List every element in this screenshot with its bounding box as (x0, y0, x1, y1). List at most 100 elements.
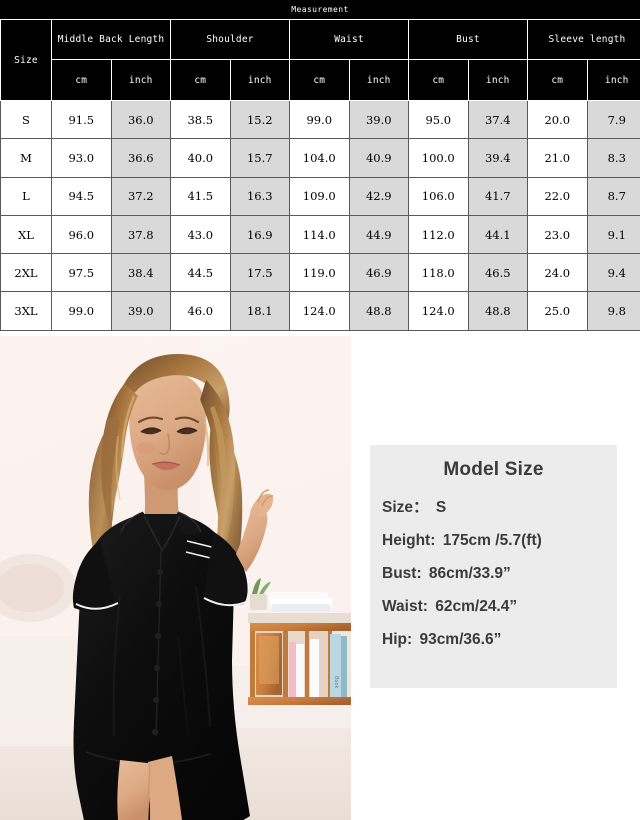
cell-inch: 40.9 (348, 138, 409, 178)
cell-cm: 43.0 (170, 214, 231, 255)
bookshelf: Book (248, 578, 351, 705)
cell-inch: 16.3 (229, 176, 290, 216)
unit-header-cm-3: cm (408, 59, 469, 101)
table-row: S 91.5 36.0 38.5 15.2 99.0 39.0 95.0 37.4 20.0 7.9 (0, 99, 640, 140)
cell-cm: 21.0 (527, 138, 588, 178)
cell-cm: 96.0 (51, 214, 112, 255)
table-row: 2XL 97.5 38.4 44.5 17.5 119.0 46.9 118.0 46.5 24.… (0, 253, 640, 293)
cell-cm: 44.5 (170, 253, 231, 293)
cell-inch: 8.7 (586, 176, 640, 216)
cell-cm: 20.0 (527, 99, 588, 140)
column-header-group-0: Middle Back Length (51, 19, 171, 60)
model-figure (72, 354, 274, 820)
model-size-value: 175cm /5.7(ft) (438, 532, 542, 549)
model-size-value: 62cm/24.4” (430, 598, 518, 615)
cell-inch: 36.6 (110, 138, 171, 178)
model-size-panel: Model Size Size： S Height: 175cm /5.7(ft)… (370, 445, 617, 688)
cell-size: 3XL (0, 291, 52, 331)
model-size-label: Size： (382, 499, 429, 516)
table-row: 3XL 99.0 39.0 46.0 18.1 124.0 48.8 124.0 48.8 25.… (0, 291, 640, 331)
column-header-group-4: Sleeve length (527, 19, 640, 60)
cell-inch: 37.2 (110, 176, 171, 216)
model-size-value: 93cm/36.6” (415, 631, 502, 648)
table-body: S 91.5 36.0 38.5 15.2 99.0 39.0 95.0 37.4 20.0 7.9… (0, 99, 640, 331)
model-size-title: Model Size (443, 459, 544, 480)
cell-inch: 48.8 (348, 291, 409, 331)
model-size-row: Height: 175cm /5.7(ft) (382, 532, 617, 550)
cell-cm: 91.5 (51, 99, 112, 140)
cell-inch: 15.7 (229, 138, 290, 178)
cell-size: 2XL (0, 253, 52, 293)
cell-cm: 94.5 (51, 176, 112, 216)
cell-inch: 44.1 (467, 214, 528, 255)
cell-cm: 38.5 (170, 99, 231, 140)
cell-cm: 99.0 (51, 291, 112, 331)
model-size-row: Size： S (382, 495, 617, 517)
column-header-group-3: Bust (408, 19, 528, 60)
column-header-group-1: Shoulder (170, 19, 290, 60)
model-size-label: Hip: (382, 631, 413, 648)
cell-size: XL (0, 214, 52, 255)
cell-cm: 124.0 (408, 291, 469, 331)
cell-inch: 48.8 (467, 291, 528, 331)
cell-inch: 37.8 (110, 214, 171, 255)
cell-inch: 46.5 (467, 253, 528, 293)
table-row: M 93.0 36.6 40.0 15.7 104.0 40.9 100.0 39.4 21.0 8… (0, 138, 640, 178)
model-size-label: Bust: (382, 565, 422, 582)
cell-inch: 42.9 (348, 176, 409, 216)
cell-size: M (0, 138, 52, 178)
model-size-rows: Size： S Height: 175cm /5.7(ft) Bust: 86cm/… (370, 495, 617, 649)
measurement-size-chart: Measurement Size Middle Back Length Shou… (0, 0, 640, 331)
sleeve-piping-left (75, 602, 119, 610)
cell-inch: 9.8 (586, 291, 640, 331)
cell-cm: 97.5 (51, 253, 112, 293)
unit-header-inch-3: inch (467, 59, 528, 101)
cell-size: S (0, 99, 52, 140)
svg-text:Book: Book (333, 676, 339, 689)
unit-header-inch-0: inch (110, 59, 171, 101)
table-row: XL 96.0 37.8 43.0 16.9 114.0 44.9 112.0 44.1 23.0… (0, 214, 640, 255)
column-header-group-2: Waist (289, 19, 409, 60)
sleeve-piping-right (203, 597, 247, 607)
chart-title: Measurement (0, 0, 640, 19)
unit-header-cm-2: cm (289, 59, 350, 101)
cell-cm: 40.0 (170, 138, 231, 178)
unit-header-cm-4: cm (527, 59, 588, 101)
unit-header-inch-2: inch (348, 59, 409, 101)
cell-cm: 99.0 (289, 99, 350, 140)
cell-cm: 118.0 (408, 253, 469, 293)
unit-header-cm-0: cm (51, 59, 112, 101)
model-size-row: Hip: 93cm/36.6” (382, 631, 617, 649)
cell-inch: 38.4 (110, 253, 171, 293)
table-row: L 94.5 37.2 41.5 16.3 109.0 42.9 106.0 41.7 22.0 8… (0, 176, 640, 216)
cell-inch: 39.0 (110, 291, 171, 331)
cell-cm: 23.0 (527, 214, 588, 255)
cell-cm: 104.0 (289, 138, 350, 178)
cell-cm: 109.0 (289, 176, 350, 216)
header-row-groups: Size Middle Back Length Shoulder Waist B… (0, 19, 640, 101)
cell-inch: 9.4 (586, 253, 640, 293)
model-size-value: S (431, 499, 447, 516)
unit-header-inch-4: inch (586, 59, 640, 101)
cell-inch: 41.7 (467, 176, 528, 216)
cell-inch: 44.9 (348, 214, 409, 255)
cell-inch: 8.3 (586, 138, 640, 178)
cell-inch: 15.2 (229, 99, 290, 140)
cell-cm: 22.0 (527, 176, 588, 216)
column-header-size: Size (0, 19, 52, 101)
cell-cm: 24.0 (527, 253, 588, 293)
model-illustration: Book (0, 336, 351, 820)
cell-cm: 93.0 (51, 138, 112, 178)
cell-cm: 106.0 (408, 176, 469, 216)
cell-inch: 39.4 (467, 138, 528, 178)
cell-cm: 114.0 (289, 214, 350, 255)
table-head: Size Middle Back Length Shoulder Waist B… (0, 19, 640, 101)
unit-header-cm-1: cm (170, 59, 231, 101)
cell-cm: 112.0 (408, 214, 469, 255)
unit-header-inch-1: inch (229, 59, 290, 101)
cell-cm: 100.0 (408, 138, 469, 178)
cell-inch: 17.5 (229, 253, 290, 293)
cell-inch: 46.9 (348, 253, 409, 293)
model-size-row: Waist: 62cm/24.4” (382, 598, 617, 616)
cell-inch: 18.1 (229, 291, 290, 331)
